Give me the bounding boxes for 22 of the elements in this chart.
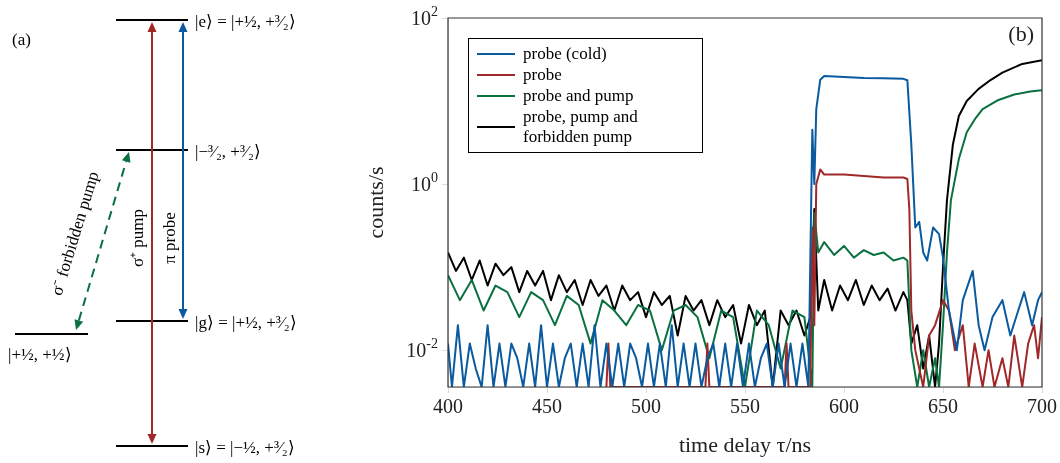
x-tick-label: 650 [928,395,958,418]
x-tick-label: 450 [532,395,562,418]
x-axis-title: time delay τ/ns [678,431,812,457]
text: |g⟩ = |+½, +³⁄₂⟩ [195,313,297,332]
x-tick-label: 600 [829,395,859,418]
x-tick-label: 400 [433,395,463,418]
text: |+½, +½⟩ [8,345,72,364]
legend-label: probe (cold) [523,44,607,64]
text: |s⟩ = |−½, +³⁄₂⟩ [195,438,295,457]
legend-label: probe, pump and forbidden pump [523,107,639,147]
legend-label: probe and pump [523,86,634,106]
x-tick-label: 500 [631,395,661,418]
x-tick-label: 700 [1027,395,1057,418]
text: σ⁺ pump [128,208,147,268]
text: |−³⁄₂, +³⁄₂⟩ [195,142,261,161]
text: |e⟩ = |+½, +³⁄₂⟩ [195,12,296,31]
text: (a) [12,30,31,49]
annotation: (b) [1008,20,1034,46]
text: π probe [160,212,179,264]
legend-label: probe [523,65,562,85]
y-axis-title: counts/s [362,166,388,239]
x-tick-label: 550 [730,395,760,418]
